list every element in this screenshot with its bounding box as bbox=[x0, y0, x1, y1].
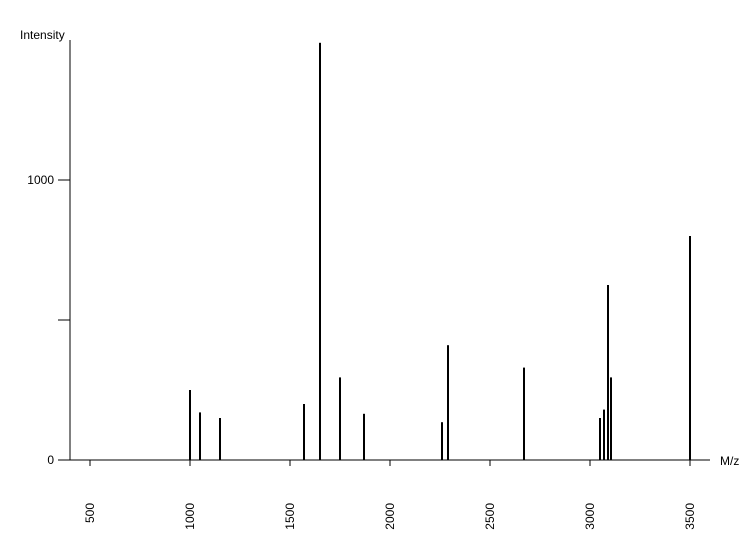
chart-svg bbox=[0, 0, 750, 540]
spectrum-peak bbox=[607, 285, 609, 460]
spectrum-peak bbox=[219, 418, 221, 460]
spectrum-peak bbox=[523, 368, 525, 460]
y-tick-label: 1000 bbox=[14, 173, 54, 187]
x-tick-label: 3000 bbox=[583, 503, 597, 553]
spectrum-peak bbox=[339, 377, 341, 460]
spectrum-peak bbox=[199, 412, 201, 460]
spectrum-peak bbox=[363, 414, 365, 460]
spectrum-peak bbox=[319, 43, 321, 460]
x-tick-label: 2500 bbox=[483, 503, 497, 553]
x-tick-label: 500 bbox=[83, 503, 97, 553]
spectrum-peak bbox=[610, 377, 612, 460]
spectrum-peak bbox=[189, 390, 191, 460]
spectrum-peak bbox=[447, 345, 449, 460]
x-tick-label: 1000 bbox=[183, 503, 197, 553]
spectrum-peak bbox=[603, 410, 605, 460]
x-tick-label: 3500 bbox=[683, 503, 697, 553]
x-tick-label: 1500 bbox=[283, 503, 297, 553]
y-tick-label: 0 bbox=[14, 453, 54, 467]
spectrum-peak bbox=[303, 404, 305, 460]
y-axis-label: Intensity bbox=[20, 28, 65, 42]
x-axis-label: M/z bbox=[720, 454, 739, 468]
x-tick-label: 2000 bbox=[383, 503, 397, 553]
spectrum-peak bbox=[689, 236, 691, 460]
spectrum-peak bbox=[441, 422, 443, 460]
mass-spectrum-chart: Intensity M/z 01000500100015002000250030… bbox=[0, 0, 750, 540]
spectrum-peak bbox=[599, 418, 601, 460]
